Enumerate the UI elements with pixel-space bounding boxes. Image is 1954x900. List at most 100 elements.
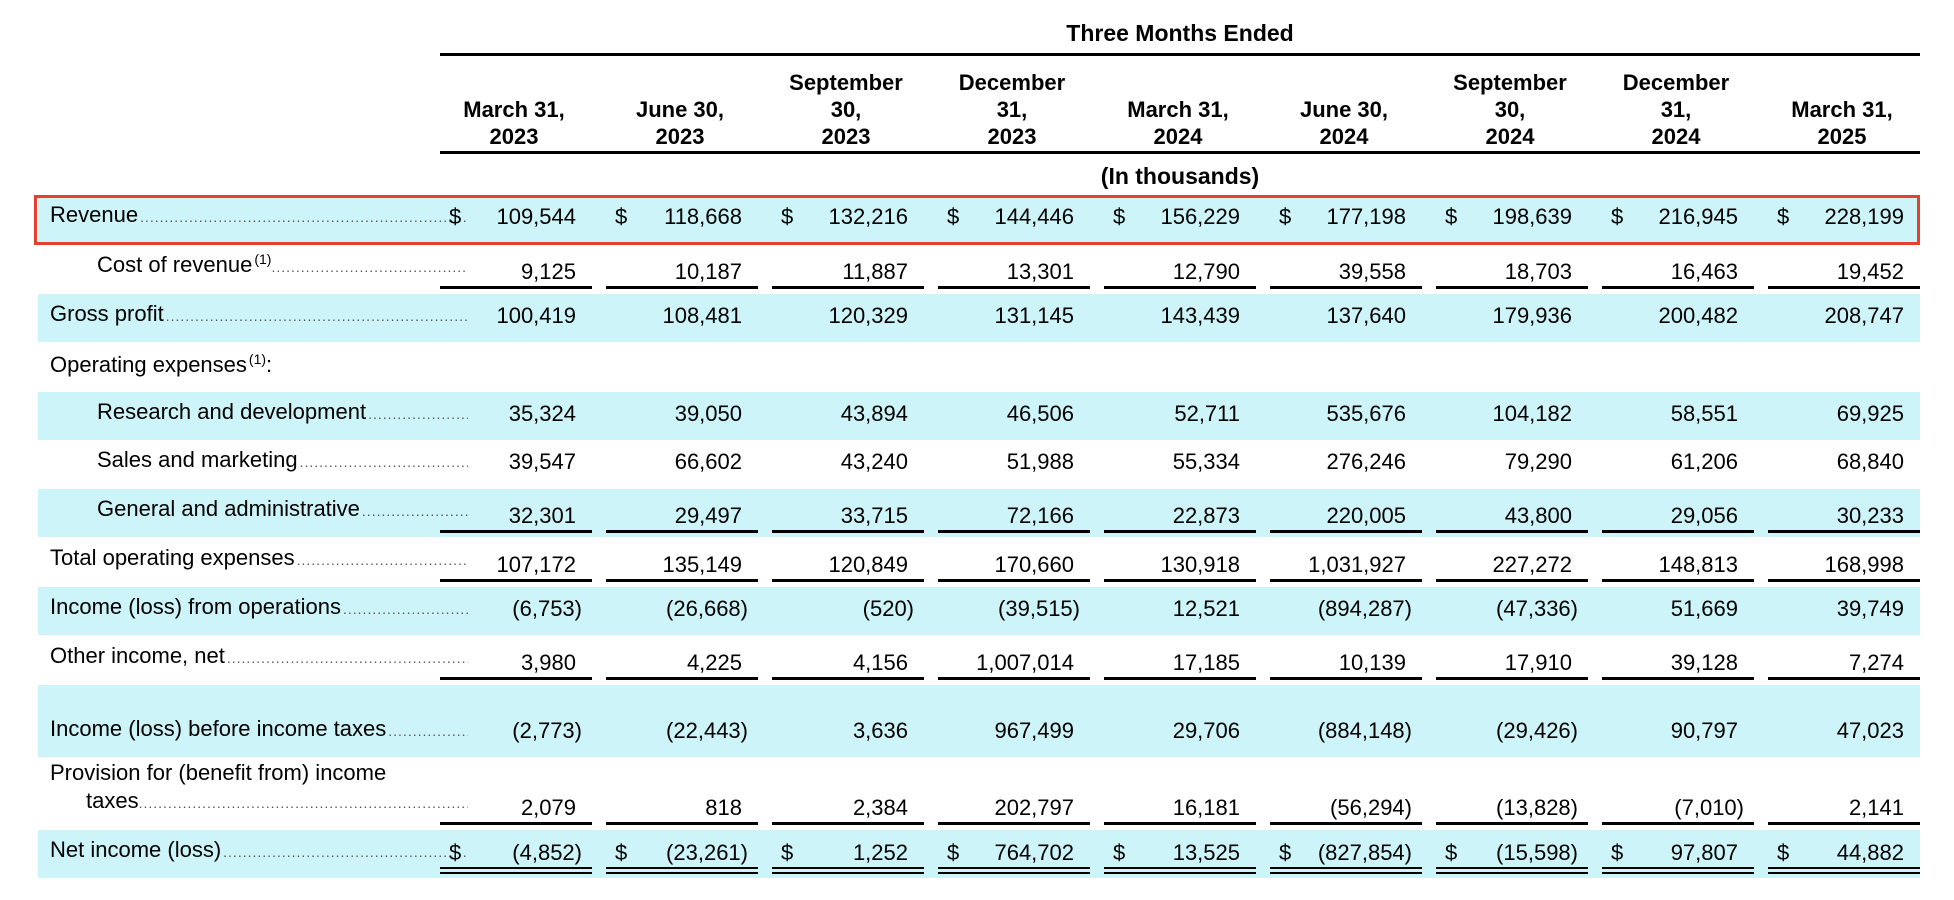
currency-symbol: $ — [1279, 204, 1292, 229]
currency-symbol: $ — [1445, 840, 1458, 865]
row-label: Research and development................… — [97, 398, 468, 428]
value-cell: 7,274 — [1768, 649, 1920, 680]
value-cell: 143,439 — [1104, 302, 1256, 330]
column-header-text: June 30, 2024 — [1299, 97, 1389, 149]
value-text: (7,010) — [1674, 795, 1744, 820]
value-cell: 1,007,014 — [938, 649, 1090, 680]
value-cell: $216,945 — [1602, 203, 1754, 231]
value-cell: 43,894 — [772, 400, 924, 428]
value-text: 12,790 — [1172, 259, 1240, 284]
value-cell: $ (827,854) — [1270, 839, 1422, 874]
value-text: 58,551 — [1670, 401, 1738, 426]
value-text: 97,807 — [1670, 840, 1738, 865]
row-label-text: Other income, net — [50, 643, 225, 668]
row-label: Sales and marketing.....................… — [97, 446, 468, 476]
value-text: 16,463 — [1670, 259, 1738, 284]
value-cell: 2,384 — [772, 794, 924, 825]
value-cell: 108,481 — [606, 302, 758, 330]
value-cell: 3,636 — [772, 717, 924, 745]
value-text: 120,329 — [828, 303, 908, 328]
value-text: 17,910 — [1504, 650, 1572, 675]
table-row: Income (loss) before income taxes.......… — [38, 685, 1920, 757]
label-suffix: : — [266, 352, 273, 377]
currency-symbol: $ — [781, 204, 794, 229]
value-cell: $44,882 — [1768, 839, 1920, 874]
value-text: 52,711 — [1174, 401, 1240, 426]
value-text: 3,636 — [852, 718, 908, 743]
value-text: 143,439 — [1160, 303, 1240, 328]
dot-leader: ........................................… — [165, 308, 468, 324]
value-cell: 100,419 — [440, 302, 592, 330]
value-text: 44,882 — [1836, 840, 1904, 865]
value-text: 168,998 — [1824, 552, 1904, 577]
units-label: (In thousands) — [1100, 163, 1260, 189]
value-cell: 90,797 — [1602, 717, 1754, 745]
table-row: Total operating expenses................… — [38, 538, 1920, 586]
value-cell: 43,240 — [772, 448, 924, 476]
value-cell: $97,807 — [1602, 839, 1754, 874]
value-text: 12,521 — [1172, 596, 1240, 621]
currency-symbol: $ — [449, 840, 462, 865]
value-text: 35,324 — [508, 401, 576, 426]
column-header: June 30, 2023 — [610, 60, 750, 150]
value-cell: 131,145 — [938, 302, 1090, 330]
value-text: 135,149 — [662, 552, 742, 577]
value-text: 72,166 — [1006, 503, 1074, 528]
value-text: 51,669 — [1670, 596, 1738, 621]
value-text: (13,828) — [1496, 795, 1578, 820]
value-text: 55,334 — [1172, 449, 1240, 474]
currency-symbol: $ — [1611, 204, 1624, 229]
value-cell: 52,711 — [1104, 400, 1256, 428]
value-cell: 3,980 — [440, 649, 592, 680]
value-text: 9,125 — [520, 259, 576, 284]
value-text: 22,873 — [1172, 503, 1240, 528]
value-text: 118,668 — [664, 204, 742, 229]
value-cell: 10,139 — [1270, 649, 1422, 680]
value-cell: 120,849 — [772, 551, 924, 582]
currency-symbol: $ — [1279, 840, 1292, 865]
row-label-text: Net income (loss) — [50, 837, 222, 862]
value-cell: 220,005 — [1270, 502, 1422, 533]
value-text: (26,668) — [666, 596, 748, 621]
footnote-marker: (1) — [248, 351, 267, 367]
value-cell: 107,172 — [440, 551, 592, 582]
value-cell: 68,840 — [1768, 448, 1920, 476]
column-header-text: March 31, 2025 — [1791, 97, 1893, 149]
value-text: 137,640 — [1326, 303, 1406, 328]
value-text: 39,128 — [1670, 650, 1738, 675]
table-row: Other income, net.......................… — [38, 636, 1920, 684]
value-text: 208,747 — [1824, 303, 1904, 328]
value-cell: 29,056 — [1602, 502, 1754, 533]
value-text: 17,185 — [1172, 650, 1240, 675]
value-cell: 137,640 — [1270, 302, 1422, 330]
header-rule-top — [440, 53, 1920, 56]
value-cell: 18,703 — [1436, 258, 1588, 289]
table-row: Research and development................… — [38, 392, 1920, 440]
value-cell: $228,199 — [1768, 203, 1920, 231]
value-cell: $198,639 — [1436, 203, 1588, 231]
value-cell: 10,187 — [606, 258, 758, 289]
value-cell: (47,336) — [1436, 595, 1588, 623]
value-text: (894,287) — [1317, 596, 1412, 621]
dot-leader: ........................................… — [299, 454, 468, 470]
value-cell: 69,925 — [1768, 400, 1920, 428]
value-cell: 46,506 — [938, 400, 1090, 428]
column-header: March 31, 2023 — [444, 60, 584, 150]
value-text: 29,056 — [1670, 503, 1738, 528]
footnote-marker: (1) — [254, 251, 272, 267]
value-cell: 535,676 — [1270, 400, 1422, 428]
value-text: 69,925 — [1836, 401, 1904, 426]
table-row: Provision for (benefit from) income taxes… — [38, 757, 1920, 829]
value-text: 19,452 — [1836, 259, 1904, 284]
value-text: 276,246 — [1326, 449, 1406, 474]
row-label: Gross profit............................… — [50, 300, 468, 330]
value-cell: 17,185 — [1104, 649, 1256, 680]
value-text: 228,199 — [1824, 204, 1904, 229]
row-label-text: Total operating expenses — [50, 545, 295, 570]
value-cell: 170,660 — [938, 551, 1090, 582]
value-cell: (13,828) — [1436, 794, 1588, 825]
period-header: Three Months Ended — [1066, 20, 1294, 46]
currency-symbol: $ — [1113, 204, 1126, 229]
value-cell: (7,010) — [1602, 794, 1754, 825]
currency-symbol: $ — [1777, 204, 1790, 229]
